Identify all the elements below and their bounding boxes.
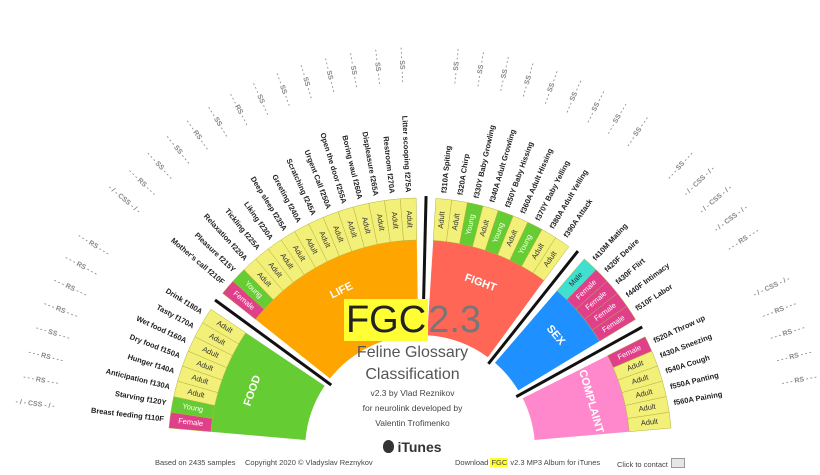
age-label: Adult (450, 212, 462, 231)
category-band-food (210, 332, 325, 440)
fgc-logo: FGC2.3 (310, 299, 515, 341)
apple-icon (383, 440, 395, 453)
sound-tag: - / - CSS - / - (683, 165, 717, 198)
sound-tag: - - - SS - - - (273, 72, 292, 108)
sound-label: Restroom f270A (381, 136, 396, 195)
sound-tag: - - - RS - - - (23, 374, 60, 387)
mail-icon (670, 458, 685, 468)
sound-tag: - - - RS - - - (76, 233, 110, 258)
age-label: Adult (638, 402, 657, 414)
sound-tag: - - - RS - - - (227, 92, 250, 127)
subtitle-line1: Feline Glossary (356, 344, 469, 361)
age-cell (399, 197, 418, 241)
age-label: Adult (405, 210, 415, 228)
sound-tag: - - - SS - - - (452, 48, 462, 84)
sound-tag: - - - RS - - - (727, 227, 761, 253)
sound-tag: - / - CSS - / - (15, 399, 55, 411)
download-prefix: Download (455, 458, 489, 467)
sound-tag: - - - SS - - - (164, 134, 192, 166)
sound-tag: - - - SS - - - (625, 115, 651, 148)
sound-tag: - - - SS - - - (250, 82, 271, 117)
itunes-label: iTunes (397, 439, 442, 455)
sound-tag: - - - RS - - - (28, 349, 65, 365)
subtitle-line2: Classification (365, 366, 460, 383)
sound-tag: - - - RS - - - (43, 301, 79, 321)
sound-tag: - - - SS - - - (498, 55, 513, 91)
category-divider (515, 325, 643, 399)
sound-label: Starving f120Y (114, 389, 167, 407)
sound-tag: - - - SS - - - (666, 150, 695, 181)
copyright-text: Copyright 2020 © Vladyslav Reznykov (245, 458, 373, 467)
sound-tag: - - - RS - - - (64, 255, 99, 278)
sound-tag: - - - RS - - - (184, 119, 211, 152)
age-label: Young (463, 213, 476, 235)
sound-tag: - / - CSS - / - (752, 275, 791, 298)
sound-tag: - - - SS - - - (347, 52, 360, 88)
age-label: Adult (635, 387, 655, 400)
age-label: Young (182, 401, 204, 414)
download-suffix: v2.3 MP3 Album for iTunes (510, 458, 601, 467)
age-cell (202, 308, 247, 345)
sound-tag: - - - RS - - - (770, 324, 806, 342)
sound-tag: - / - CSS - / - (699, 184, 734, 215)
center-panel: FGC2.3 Feline Glossary Classification v2… (310, 299, 515, 455)
contact-label: Click to contact (617, 460, 668, 469)
samples-count: Based on 2435 samples (155, 458, 236, 467)
category-band-life (255, 240, 419, 379)
sound-label: f320A Chirp (456, 153, 472, 196)
sound-tag: - - - RS - - - (53, 277, 89, 299)
sound-tag: - / - CSS - / - (107, 184, 142, 215)
category-band-complaint (522, 355, 630, 440)
sound-tag: - - - RS - - - (127, 168, 158, 198)
sound-tag: - - - SS - - - (520, 62, 537, 98)
sound-tag: - / - CSS - / - (713, 204, 749, 233)
age-label: Female (178, 416, 204, 428)
sound-label: f310A Spiting (439, 145, 453, 194)
download-highlight: FGC (490, 458, 509, 467)
category-divider (214, 298, 333, 387)
credit-line3: Valentin Trofimenko (375, 418, 450, 428)
category-band-sex (494, 290, 600, 391)
category-band-fight (427, 240, 544, 358)
sound-label: Displeasure f265A (360, 131, 380, 197)
age-label: Adult (436, 210, 447, 229)
age-cell (532, 237, 570, 281)
sound-tag: - - - RS - - - (776, 349, 813, 365)
age-label: Adult (390, 211, 401, 230)
sound-label: f550A Panting (669, 370, 720, 391)
sound-tag: - - - SS - - - (205, 105, 230, 139)
age-label: Adult (187, 387, 207, 400)
sound-tag: - - - SS - - - (606, 102, 630, 136)
age-label: Adult (375, 213, 387, 232)
sound-label: f560A Paining (673, 389, 724, 407)
age-cell (627, 411, 672, 432)
sound-tag: - - - SS - - - (542, 69, 561, 105)
logo-main: FGC (343, 299, 429, 341)
sound-tag: - - - SS - - - (322, 57, 337, 93)
sound-tag: - - - SS - - - (35, 325, 71, 342)
sound-tag: - - - SS - - - (397, 47, 406, 83)
sound-tag: - - - SS - - - (585, 89, 607, 124)
contact-link[interactable]: Click to contact (617, 458, 685, 469)
sound-tag: - - - SS - - - (372, 49, 383, 85)
credit-line1: v2.3 by Vlad Reznikov (370, 388, 455, 398)
sound-label: Breast feeding f110F (91, 406, 165, 424)
credit-line2: for neurolink developed by (362, 403, 463, 413)
category-divider (487, 250, 580, 365)
logo-version: 2.3 (428, 299, 482, 341)
sound-tag: - - - RS - - - (781, 374, 818, 387)
age-cell (592, 305, 636, 342)
sound-tag: - - - RS - - - (762, 300, 798, 320)
download-link[interactable]: Download FGC v2.3 MP3 Album for iTunes (455, 458, 600, 467)
sound-tag: - - - SS - - - (145, 151, 174, 182)
sound-tag: - - - SS - - - (297, 64, 314, 100)
age-label: Adult (360, 216, 373, 236)
sound-label: Litter scooping f275A (400, 115, 413, 193)
sound-tag: - - - SS - - - (564, 79, 585, 114)
age-label: Adult (640, 417, 659, 428)
sound-tag: - - - SS - - - (475, 51, 488, 87)
itunes-link[interactable]: iTunes (310, 439, 515, 455)
